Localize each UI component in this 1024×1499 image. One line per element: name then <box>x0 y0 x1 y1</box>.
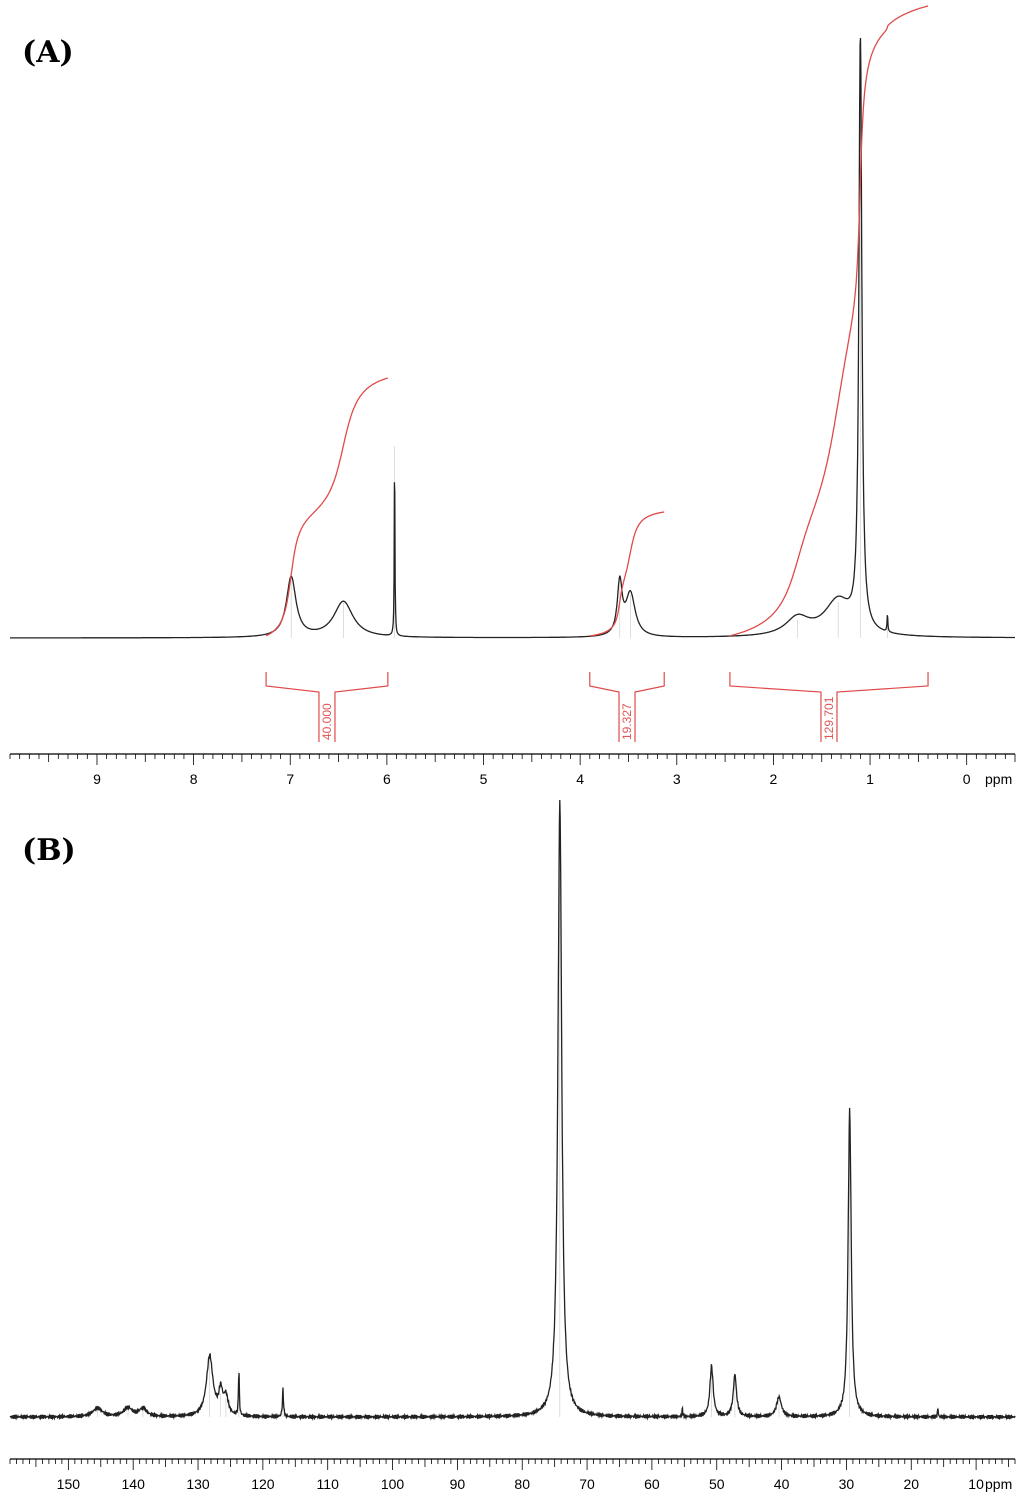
panel-b-label: (B) <box>22 833 76 868</box>
x-tick-label: 20 <box>903 1476 919 1492</box>
x-tick-label: 80 <box>514 1476 530 1492</box>
x-tick-label: 130 <box>186 1476 210 1492</box>
integral-curve <box>729 5 929 637</box>
integral-value: 129.701 <box>822 696 836 740</box>
x-tick-label: 110 <box>317 1476 340 1492</box>
x-tick-label: 4 <box>576 771 584 787</box>
x-tick-label: 70 <box>579 1476 595 1492</box>
x-tick-label: 90 <box>450 1476 466 1492</box>
x-tick-label: 150 <box>57 1476 81 1492</box>
x-tick-label: 100 <box>381 1476 405 1492</box>
x-tick-label: 40 <box>774 1476 790 1492</box>
integral-value: 40.000 <box>320 703 334 740</box>
x-tick-label: 0 <box>963 771 971 787</box>
panel-b-chart: 150 140 130 120 110 100 90 80 70 60 50 40 30 20 10 ppm <box>9 799 1016 1492</box>
x-tick-label: 3 <box>673 771 681 787</box>
x-tick-label: 60 <box>644 1476 660 1492</box>
integral-curve <box>589 511 665 637</box>
integral-curve <box>265 377 388 637</box>
x-axis-unit: ppm <box>985 771 1012 787</box>
x-tick-label: 140 <box>122 1476 146 1492</box>
integral-value: 19.327 <box>620 703 634 740</box>
x-tick-label: 6 <box>383 771 391 787</box>
x-tick-label: 2 <box>770 771 778 787</box>
panel-a-chart: 40.000 19.327 129.701 9 8 7 6 5 4 3 2 1 0 ppm <box>9 5 1016 787</box>
x-tick-label: 50 <box>709 1476 725 1492</box>
integral-bracket <box>589 672 665 742</box>
x-tick-label: 1 <box>866 771 874 787</box>
x-tick-label: 5 <box>480 771 488 787</box>
spectrum-trace <box>10 37 1015 639</box>
integral-bracket <box>265 672 389 742</box>
x-tick-label: 7 <box>286 771 294 787</box>
x-tick-label: 8 <box>190 771 198 787</box>
integral-bracket <box>729 672 929 742</box>
x-tick-label: 30 <box>839 1476 855 1492</box>
spectrum-trace <box>9 799 1016 1422</box>
x-tick-label: 10 <box>968 1476 984 1492</box>
x-tick-label: 9 <box>93 771 101 787</box>
panel-a-label: (A) <box>22 35 74 70</box>
x-tick-label: 120 <box>251 1476 275 1492</box>
x-axis-unit: ppm <box>985 1476 1012 1492</box>
